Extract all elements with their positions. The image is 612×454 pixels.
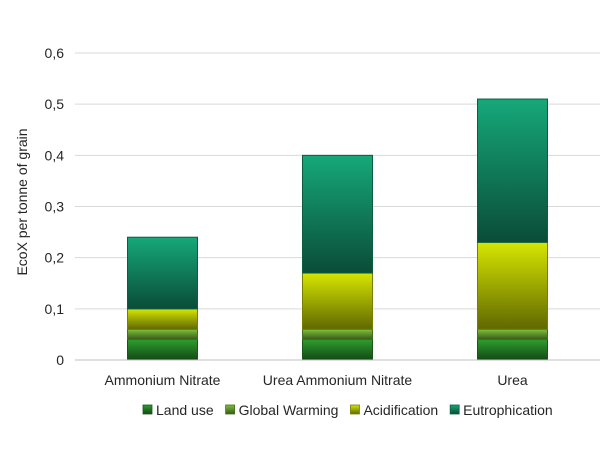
- legend-item-land-use: Land use: [142, 402, 214, 418]
- bar-land-use-urea-ammonium-nitrate: [302, 339, 373, 361]
- x-tick-label: Urea Ammonium Nitrate: [263, 372, 413, 388]
- bar-global-warming-ammonium-nitrate: [127, 328, 198, 341]
- bar-land-use-urea: [477, 339, 548, 361]
- y-tick-label: 0,2: [45, 250, 65, 266]
- legend-label: Acidification: [363, 402, 438, 418]
- x-tick-label: Ammonium Nitrate: [105, 372, 221, 388]
- axes: 0 0,1 0,2 0,3 0,4 0,5 0,6 Ammonium Nitrate Urea …: [45, 45, 600, 388]
- bar-acidification-ammonium-nitrate: [127, 308, 198, 330]
- legend-item-global-warming: Global Warming: [225, 402, 339, 418]
- y-tick-label: 0,5: [45, 96, 65, 112]
- y-tick-label: 0: [56, 352, 64, 368]
- legend-label: Land use: [156, 402, 214, 418]
- y-tick-label: 0,3: [45, 199, 65, 215]
- y-tick-label: 0,6: [45, 45, 65, 61]
- y-tick-label: 0,4: [45, 147, 65, 163]
- x-tick-label: Urea: [497, 372, 528, 388]
- bars: [127, 98, 548, 361]
- bar-acidification-urea-ammonium-nitrate: [302, 272, 373, 330]
- legend-swatch: [142, 404, 153, 415]
- legend-item-acidification: Acidification: [350, 402, 438, 418]
- bar-land-use-ammonium-nitrate: [127, 339, 198, 361]
- bar-global-warming-urea-ammonium-nitrate: [302, 328, 373, 341]
- bar-eutrophication-urea-ammonium-nitrate: [302, 154, 373, 274]
- legend: Land use Global Warming Acidification Eutro…: [142, 402, 553, 418]
- bar-eutrophication-ammonium-nitrate: [127, 236, 198, 310]
- bar-eutrophication-urea: [477, 98, 548, 243]
- y-tick-label: 0,1: [45, 301, 65, 317]
- legend-label: Global Warming: [239, 402, 339, 418]
- legend-label: Eutrophication: [463, 402, 553, 418]
- legend-swatch: [449, 404, 460, 415]
- bar-acidification-urea: [477, 241, 548, 330]
- legend-swatch: [225, 404, 236, 415]
- legend-item-eutrophication: Eutrophication: [449, 402, 553, 418]
- legend-swatch: [350, 404, 360, 415]
- bar-global-warming-urea: [477, 328, 548, 341]
- y-axis-label: EcoX per tonne of grain: [14, 128, 30, 275]
